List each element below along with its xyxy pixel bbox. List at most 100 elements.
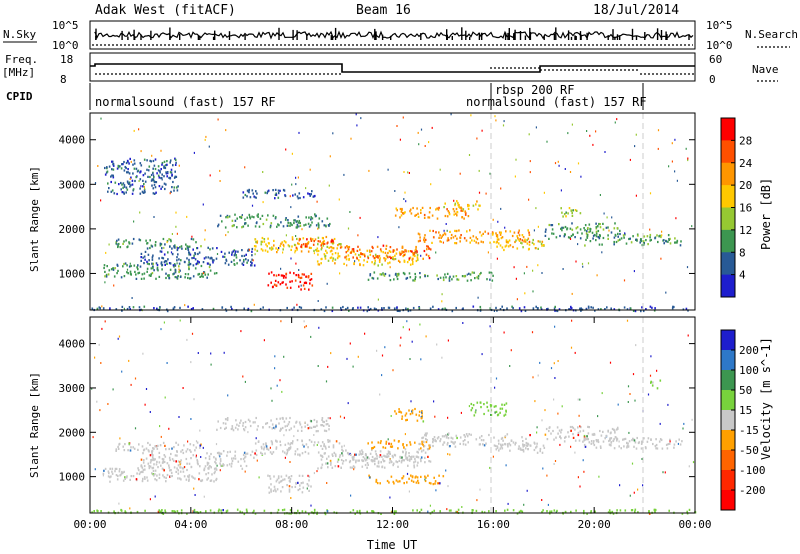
data-cell	[132, 172, 134, 175]
data-cell	[541, 510, 543, 514]
data-cell	[269, 475, 271, 478]
data-cell	[150, 274, 152, 277]
data-cell	[207, 273, 209, 276]
data-cell	[271, 443, 274, 446]
data-cell	[359, 452, 362, 455]
data-cell	[290, 427, 292, 430]
data-cell	[409, 250, 412, 253]
data-cell	[326, 457, 328, 460]
data-cell	[555, 309, 558, 312]
data-cell	[180, 459, 182, 462]
data-cell	[479, 309, 482, 312]
data-cell	[277, 281, 280, 284]
data-cell	[240, 216, 243, 219]
data-cell	[401, 246, 404, 249]
data-cell	[130, 184, 132, 187]
data-cell	[376, 255, 379, 258]
noise-cell	[614, 121, 616, 124]
data-cell	[173, 245, 175, 248]
nave-label: Nave	[752, 63, 779, 76]
colorbar-swatch	[721, 252, 735, 276]
noise-cell	[660, 257, 662, 260]
data-cell	[120, 188, 122, 191]
power-ylabel: Slant Range [km]	[28, 166, 41, 272]
data-cell	[225, 216, 227, 219]
data-cell	[425, 434, 427, 437]
data-cell	[179, 477, 181, 480]
scatter-band	[443, 200, 481, 211]
data-cell	[472, 305, 475, 308]
data-cell	[158, 476, 161, 480]
data-cell	[233, 224, 235, 227]
data-cell	[640, 310, 642, 313]
data-cell	[179, 462, 182, 465]
noise-cell	[601, 392, 603, 395]
noise-cell	[387, 438, 389, 441]
data-cell	[495, 232, 497, 235]
data-cell	[122, 163, 124, 166]
data-cell	[443, 441, 446, 444]
data-cell	[149, 175, 151, 179]
data-cell	[369, 274, 371, 277]
data-cell	[450, 509, 452, 512]
data-cell	[627, 442, 629, 445]
data-cell	[395, 207, 398, 210]
scatter-band	[254, 439, 343, 457]
data-cell	[160, 464, 162, 467]
data-cell	[650, 238, 652, 242]
data-cell	[482, 443, 484, 446]
data-cell	[489, 403, 492, 407]
data-cell	[310, 278, 313, 281]
data-cell	[432, 438, 434, 441]
data-cell	[495, 306, 497, 309]
data-cell	[174, 276, 177, 279]
data-cell	[195, 241, 197, 244]
data-cell	[526, 239, 528, 242]
data-cell	[353, 466, 356, 469]
noise-cell	[489, 172, 491, 175]
noise-cell	[574, 351, 576, 354]
data-cell	[162, 441, 165, 444]
data-cell	[269, 247, 271, 250]
data-cell	[293, 272, 295, 275]
data-cell	[267, 242, 270, 245]
data-cell	[174, 157, 176, 160]
data-cell	[289, 443, 291, 446]
data-cell	[623, 306, 626, 309]
noise-cells	[94, 113, 693, 312]
data-cell	[133, 264, 136, 267]
data-cell	[352, 248, 355, 251]
data-cell	[415, 259, 418, 263]
data-cell	[271, 427, 274, 430]
data-cell	[269, 477, 272, 480]
data-cell	[591, 433, 594, 436]
data-cell	[153, 192, 156, 195]
data-cell	[266, 245, 268, 248]
noise-cell	[492, 218, 494, 221]
data-cell	[420, 508, 423, 511]
noise-cell	[542, 467, 544, 470]
noise-cell	[475, 409, 477, 412]
data-cell	[419, 511, 421, 514]
data-cell	[609, 437, 611, 440]
data-cell	[176, 186, 178, 189]
data-cell	[613, 447, 616, 450]
data-cell	[520, 310, 523, 313]
data-cell	[157, 165, 160, 168]
data-cell	[688, 508, 691, 511]
data-cell	[324, 257, 327, 260]
data-cell	[610, 441, 613, 444]
data-cell	[382, 273, 385, 276]
data-cell	[155, 277, 157, 280]
data-cell	[480, 271, 482, 275]
data-cell	[93, 510, 95, 513]
data-cell	[141, 466, 144, 469]
noise-cell	[219, 455, 221, 458]
data-cell	[426, 248, 428, 251]
data-cell	[385, 257, 387, 260]
data-cell	[373, 457, 376, 460]
data-cell	[500, 443, 502, 446]
data-cell	[179, 269, 181, 272]
data-cell	[527, 229, 529, 232]
